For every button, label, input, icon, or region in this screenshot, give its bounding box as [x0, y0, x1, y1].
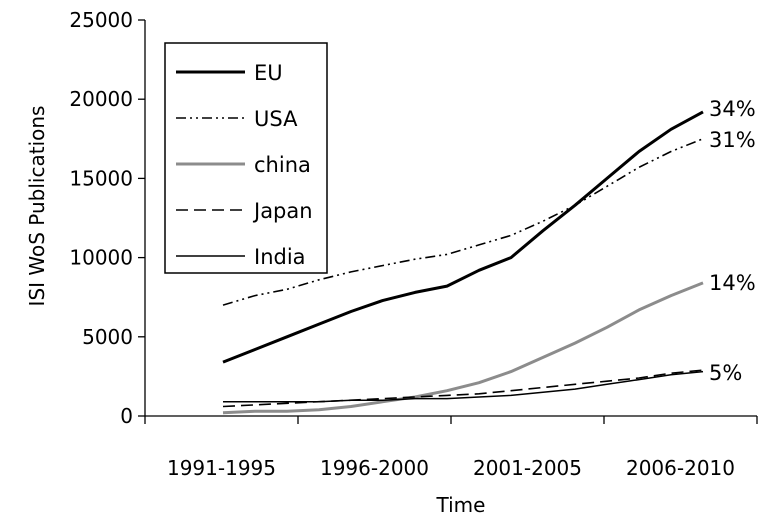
y-tick-label: 20000 [69, 87, 133, 111]
legend-label-japan: Japan [252, 199, 313, 223]
series-line-china [222, 281, 704, 415]
series-line-india [223, 370, 704, 403]
axes-group: 0 5000 10000 15000 20000 25000 1991-1995 1996-2… [69, 8, 758, 480]
end-label-japan: 5% [709, 361, 742, 385]
x-tick-label: 1996-2000 [320, 456, 429, 480]
end-label-china: 14% [709, 271, 756, 295]
end-labels-group: 34% 31% 14% 5% [709, 97, 756, 385]
series-line-eu [222, 110, 704, 364]
legend-label-india: India [254, 245, 306, 269]
series-layer [222, 110, 704, 415]
legend: EU USA china Japan India [164, 42, 328, 274]
legend-label-usa: USA [254, 107, 298, 131]
x-tick-label: 1991-1995 [167, 456, 276, 480]
y-tick-label: 25000 [69, 8, 133, 32]
legend-label-china: china [254, 153, 311, 177]
y-tick-label: 5000 [82, 325, 133, 349]
y-tick-label: 15000 [69, 166, 133, 190]
x-tick-label: 2001-2005 [473, 456, 582, 480]
x-tick-label: 2006-2010 [626, 456, 735, 480]
y-axis-title: ISI WoS Publications [25, 106, 49, 307]
legend-box [164, 42, 328, 274]
y-tick-label: 0 [120, 404, 133, 428]
end-label-eu: 34% [709, 97, 756, 121]
series-line-japan [222, 369, 704, 408]
legend-label-eu: EU [254, 61, 283, 85]
y-tick-label: 10000 [69, 246, 133, 270]
x-axis-title: Time [436, 493, 486, 517]
series-line-usa [222, 138, 704, 306]
end-label-usa: 31% [709, 128, 756, 152]
